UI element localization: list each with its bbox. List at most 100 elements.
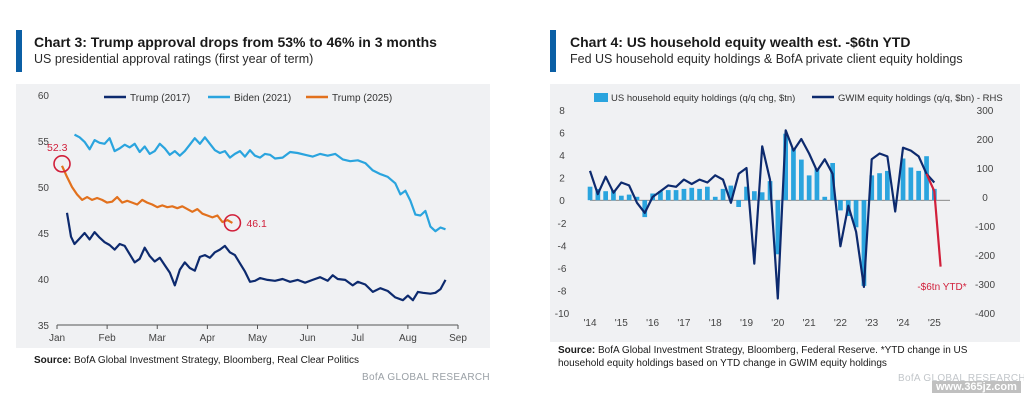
y-left-tick-label: 0: [559, 196, 565, 207]
x-tick-label: Feb: [99, 333, 117, 344]
x-tick-label: Jan: [49, 333, 65, 344]
bar: [642, 200, 648, 218]
y-left-tick-label: -10: [555, 309, 570, 320]
bar: [877, 173, 882, 201]
ytd-annotation: -$6tn YTD*: [917, 282, 966, 293]
end-value-label: 46.1: [246, 218, 267, 230]
bar: [626, 194, 632, 201]
chart3-title: Chart 3: Trump approval drops from 53% t…: [34, 34, 437, 50]
legend-label: Biden (2021): [234, 93, 291, 104]
bar: [736, 200, 741, 207]
bar: [814, 168, 820, 201]
y-tick-label: 60: [38, 91, 50, 102]
chart3-svg: 35 40 45 50 55 60 Jan Feb Mar Apr May Jun Jul Aug Sep T…: [38, 91, 467, 344]
y-left-tick-label: -2: [558, 219, 567, 230]
chart4-source: Source: BofA Global Investment Strategy,…: [558, 344, 998, 370]
bar: [697, 188, 702, 201]
bar: [924, 156, 929, 201]
x-tick-label: Apr: [200, 333, 216, 344]
bar: [838, 200, 843, 211]
bar: [892, 200, 898, 202]
legend-label: US household equity holdings (q/q chg, $…: [611, 93, 795, 104]
y-left-tick-label: -6: [558, 264, 567, 275]
bar: [806, 175, 812, 201]
y-right-tick-label: 100: [977, 164, 994, 175]
legend-swatch-bars: [594, 93, 608, 102]
bar: [689, 187, 695, 201]
x-tick-label: '22: [834, 318, 847, 329]
y-tick-label: 45: [38, 229, 50, 240]
x-tick-label: '19: [740, 318, 753, 329]
chart3-credit: BofA GLOBAL RESEARCH: [362, 372, 490, 383]
bar: [791, 148, 796, 201]
bar: [869, 175, 875, 201]
bar: [900, 158, 906, 201]
source-text: BofA Global Investment Strategy, Bloombe…: [71, 355, 359, 366]
series-line: [925, 173, 942, 267]
start-value-circle: [53, 155, 71, 173]
y-right-tick-label: 200: [977, 135, 994, 146]
x-tick-label: '15: [615, 318, 628, 329]
source-text: BofA Global Investment Strategy, Bloombe…: [558, 345, 968, 369]
x-tick-label: '16: [646, 318, 659, 329]
y-tick-label: 55: [38, 137, 50, 148]
bar: [861, 200, 867, 286]
end-value-circle: [223, 214, 242, 232]
y-left-tick-label: 2: [559, 174, 565, 185]
chart4-subtitle: Fed US household equity holdings & BofA …: [570, 52, 963, 66]
y-right-tick-label: -200: [975, 251, 995, 262]
series-line: [588, 129, 936, 300]
start-value-label: 52.3: [47, 142, 68, 154]
bar: [634, 196, 640, 201]
y-left-tick-label: 6: [559, 129, 565, 140]
chart4-credit: BofA GLOBAL RESEARCH: [898, 373, 1024, 384]
bar: [759, 192, 765, 201]
series-line: [65, 212, 447, 302]
chart4-title: Chart 4: US household equity wealth est.…: [570, 34, 911, 50]
bar: [658, 191, 663, 201]
y-tick-label: 35: [38, 321, 50, 332]
bar: [619, 195, 624, 201]
x-tick-label: '20: [771, 318, 784, 329]
source-label: Source:: [558, 345, 596, 356]
x-tick-label: '14: [583, 318, 596, 329]
bar: [744, 186, 749, 201]
title-accent-bar: [550, 30, 556, 72]
bar: [611, 190, 616, 201]
bar: [885, 170, 890, 201]
y-left-tick-label: -8: [558, 286, 567, 297]
chart4-panel: Chart 4: US household equity wealth est.…: [512, 0, 1024, 400]
y-right-tick-label: 0: [982, 193, 988, 204]
legend-label: GWIM equity holdings (q/q, $bn) - RHS: [838, 93, 1003, 104]
x-tick-label: Aug: [399, 333, 417, 344]
x-tick-label: '24: [897, 318, 910, 329]
x-tick-label: '23: [865, 318, 878, 329]
chart3-panel: Chart 3: Trump approval drops from 53% t…: [0, 0, 500, 400]
bar: [916, 170, 921, 201]
y-right-tick-label: -300: [975, 280, 995, 291]
bar: [705, 186, 710, 201]
chart3-source: Source: BofA Global Investment Strategy,…: [34, 354, 474, 367]
x-tick-label: Sep: [449, 333, 467, 344]
x-tick-label: May: [248, 333, 267, 344]
y-left-tick-label: 8: [559, 106, 565, 117]
bar: [783, 133, 788, 201]
bar: [728, 185, 734, 201]
chart3-subtitle: US presidential approval ratings (first …: [34, 52, 314, 66]
x-tick-label: Mar: [149, 333, 167, 344]
title-accent-bar: [16, 30, 22, 72]
bar: [587, 186, 593, 201]
chart4-plot-area: -10 -8 -6 -4 -2 0 2 4 6 8 -400 -300 -200 -100 0 100 200 3…: [550, 84, 1020, 342]
y-right-tick-label: -400: [975, 309, 995, 320]
site-watermark: www.365jz.com: [932, 381, 1021, 393]
y-right-tick-label: 300: [977, 106, 994, 117]
source-label: Source:: [34, 355, 72, 366]
y-tick-label: 40: [38, 275, 50, 286]
series-line: [73, 133, 446, 233]
bar: [775, 200, 781, 255]
bar: [720, 188, 726, 201]
y-left-tick-label: -4: [558, 241, 567, 252]
x-tick-label: '17: [677, 318, 690, 329]
bar: [908, 167, 914, 201]
legend-label: Trump (2017): [130, 93, 190, 104]
